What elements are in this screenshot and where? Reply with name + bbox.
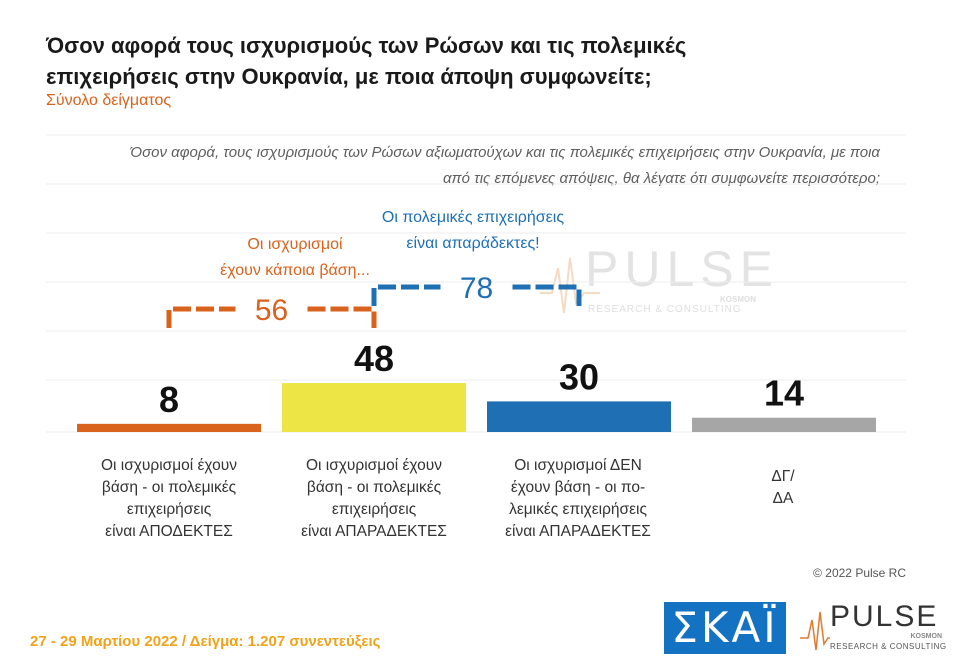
question-text: Όσον αφορά, τους ισχυρισμούς των Ρώσων α… (130, 144, 880, 187)
group-brackets: 56 78 (166, 272, 582, 328)
bracket-line (371, 284, 441, 306)
bar-value-label: 8 (159, 379, 179, 420)
copyright: © 2022 Pulse RC (813, 566, 906, 580)
bar-value-label: 48 (354, 338, 394, 379)
skai-logo: ΣΚΑΪ (664, 602, 786, 654)
page-subtitle: Σύνολο δείγματος (46, 92, 172, 109)
bar (487, 401, 671, 432)
survey-date-sample: 27 - 29 Μαρτίου 2022 / Δείγμα: 1.207 συν… (30, 633, 381, 650)
category-label: ΔΓ/ ΔΑ (771, 468, 795, 507)
watermark-kosmon: KOSMON (720, 295, 756, 304)
bracket-line (512, 284, 582, 306)
bracket-line (307, 306, 377, 328)
group-label-unacceptable: Οι πολεμικές επιχειρήσεις είναι απαράδεκ… (381, 209, 565, 252)
bars (77, 383, 876, 432)
bar (692, 417, 876, 432)
bar-value-label: 30 (559, 356, 599, 397)
category-label: Οι ισχυρισμοί έχουν βάση - οι πολεμικές … (100, 457, 238, 540)
watermark-sub: RESEARCH & CONSULTING (588, 304, 742, 315)
group-label-has-basis: Οι ισχυρισμοί έχουν κάποια βάση... (220, 236, 370, 279)
bar-value-label: 14 (764, 373, 804, 414)
group-total-label: 56 (255, 294, 288, 327)
category-label: Οι ισχυρισμοί έχουν βάση - οι πολεμικές … (301, 457, 447, 540)
bar (77, 423, 261, 432)
pulse-wave-icon (800, 611, 830, 651)
page-title: Όσον αφορά τους ισχυρισμούς των Ρώσων κα… (46, 33, 687, 89)
category-label: Οι ισχυρισμοί ΔΕΝ έχουν βάση - οι πο- λε… (505, 457, 651, 540)
value-labels: 8 48 30 14 (159, 338, 804, 420)
group-total-label: 78 (460, 272, 493, 305)
watermark-name: PULSE (585, 241, 779, 297)
pulse-logo: PULSE KOSMON RESEARCH & CONSULTING (800, 600, 950, 660)
bracket-line (166, 306, 236, 328)
bar (282, 383, 466, 432)
